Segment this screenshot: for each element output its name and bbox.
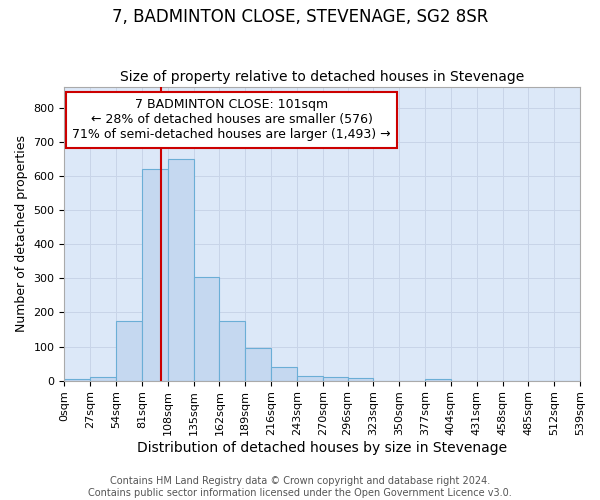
Bar bbox=[168, 159, 194, 380]
Bar bbox=[245, 348, 271, 380]
Bar bbox=[142, 169, 168, 380]
Bar bbox=[271, 367, 297, 380]
Bar bbox=[220, 321, 245, 380]
Bar bbox=[323, 378, 347, 380]
Title: Size of property relative to detached houses in Stevenage: Size of property relative to detached ho… bbox=[120, 70, 524, 85]
Y-axis label: Number of detached properties: Number of detached properties bbox=[15, 136, 28, 332]
Bar bbox=[116, 321, 142, 380]
Text: Contains HM Land Registry data © Crown copyright and database right 2024.
Contai: Contains HM Land Registry data © Crown c… bbox=[88, 476, 512, 498]
Text: 7 BADMINTON CLOSE: 101sqm
← 28% of detached houses are smaller (576)
71% of semi: 7 BADMINTON CLOSE: 101sqm ← 28% of detac… bbox=[73, 98, 391, 142]
X-axis label: Distribution of detached houses by size in Stevenage: Distribution of detached houses by size … bbox=[137, 441, 507, 455]
Bar bbox=[90, 376, 116, 380]
Bar bbox=[64, 379, 90, 380]
Bar bbox=[194, 276, 220, 380]
Bar bbox=[347, 378, 373, 380]
Bar bbox=[297, 376, 323, 380]
Text: 7, BADMINTON CLOSE, STEVENAGE, SG2 8SR: 7, BADMINTON CLOSE, STEVENAGE, SG2 8SR bbox=[112, 8, 488, 26]
Bar bbox=[425, 379, 451, 380]
